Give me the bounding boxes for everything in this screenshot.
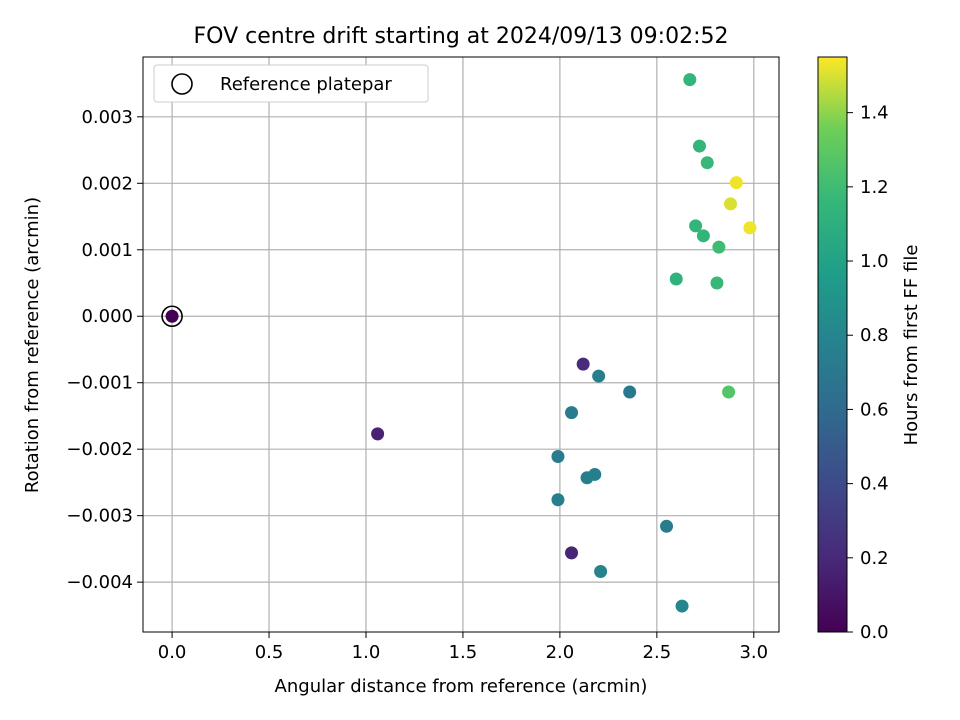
scatter-point [551,450,565,464]
colorbar-tick-label: 0.2 [860,548,889,569]
x-tick-label: 2.5 [643,642,672,663]
x-tick-label: 1.0 [352,642,381,663]
scatter-points [161,73,757,613]
y-tick-label: 0.001 [81,240,133,261]
scatter-point [669,272,683,286]
legend-entry-label: Reference platepar [220,74,392,95]
scatter-point [722,385,736,399]
scatter-point [683,73,697,87]
scatter-point [689,219,703,233]
y-axis-label: Rotation from reference (arcmin) [22,197,43,493]
scatter-point [696,229,710,243]
x-tick-label: 1.5 [449,642,478,663]
y-tick-label: −0.001 [66,373,133,394]
scatter-point [700,156,714,170]
colorbar-tick-label: 0.0 [860,622,889,643]
reference-marker [161,305,183,328]
y-tick-label: −0.002 [66,439,133,460]
scatter-point [565,406,579,420]
y-tick-label: 0.003 [81,107,133,128]
scatter-point [576,357,590,371]
x-axis-ticks: 0.0 0.5 1.0 1.5 2.0 2.5 3.0 [158,632,768,663]
y-tick-label: 0.000 [81,306,133,327]
colorbar-tick-label: 1.2 [860,177,889,198]
legend: Reference platepar [153,64,429,103]
x-tick-label: 0.0 [158,642,187,663]
scatter-point [165,309,179,323]
scatter-point [371,427,385,441]
scatter-point [743,221,757,235]
scatter-point [693,139,706,153]
colorbar: 0.0 0.2 0.4 0.6 0.8 1.0 1.2 1.4 Hours from firs… [817,56,922,643]
y-tick-label: −0.004 [66,572,133,593]
scatter-point [712,240,726,254]
x-axis-label: Angular distance from reference (arcmin) [275,676,648,697]
legend-marker [171,73,193,95]
colorbar-tick-label: 1.4 [860,103,889,124]
y-tick-label: 0.002 [81,173,133,194]
scatter-point [724,197,738,211]
plot-area-frame [142,56,780,633]
colorbar-tick-label: 0.6 [860,399,889,420]
scatter-point [675,599,689,613]
scatter-point [592,369,606,383]
scatter-point [551,493,565,507]
colorbar-tick-label: 0.8 [860,325,889,346]
scatter-point [660,519,674,533]
scatter-point [623,385,637,399]
y-tick-label: −0.003 [66,506,133,527]
scatter-point [594,565,608,579]
y-axis-ticks: 0.003 0.002 0.001 0.000 −0.001 −0.002 −0.003 −0… [66,107,143,593]
scatter-point [729,176,743,190]
grid [143,57,779,632]
legend-box [153,64,429,103]
scatter-point [710,276,724,290]
colorbar-ticks: 0.0 0.2 0.4 0.6 0.8 1.0 1.2 1.4 [847,103,889,643]
colorbar-label: Hours from first FF file [901,245,922,446]
colorbar-tick-label: 1.0 [860,251,889,272]
x-tick-label: 3.0 [739,642,768,663]
scatter-point [565,546,579,560]
chart-title: FOV centre drift starting at 2024/09/13 … [194,24,729,49]
colorbar-gradient [817,56,848,633]
scatter-point [588,467,602,481]
x-tick-label: 2.0 [546,642,575,663]
colorbar-tick-label: 0.4 [860,474,889,495]
x-tick-label: 0.5 [255,642,284,663]
